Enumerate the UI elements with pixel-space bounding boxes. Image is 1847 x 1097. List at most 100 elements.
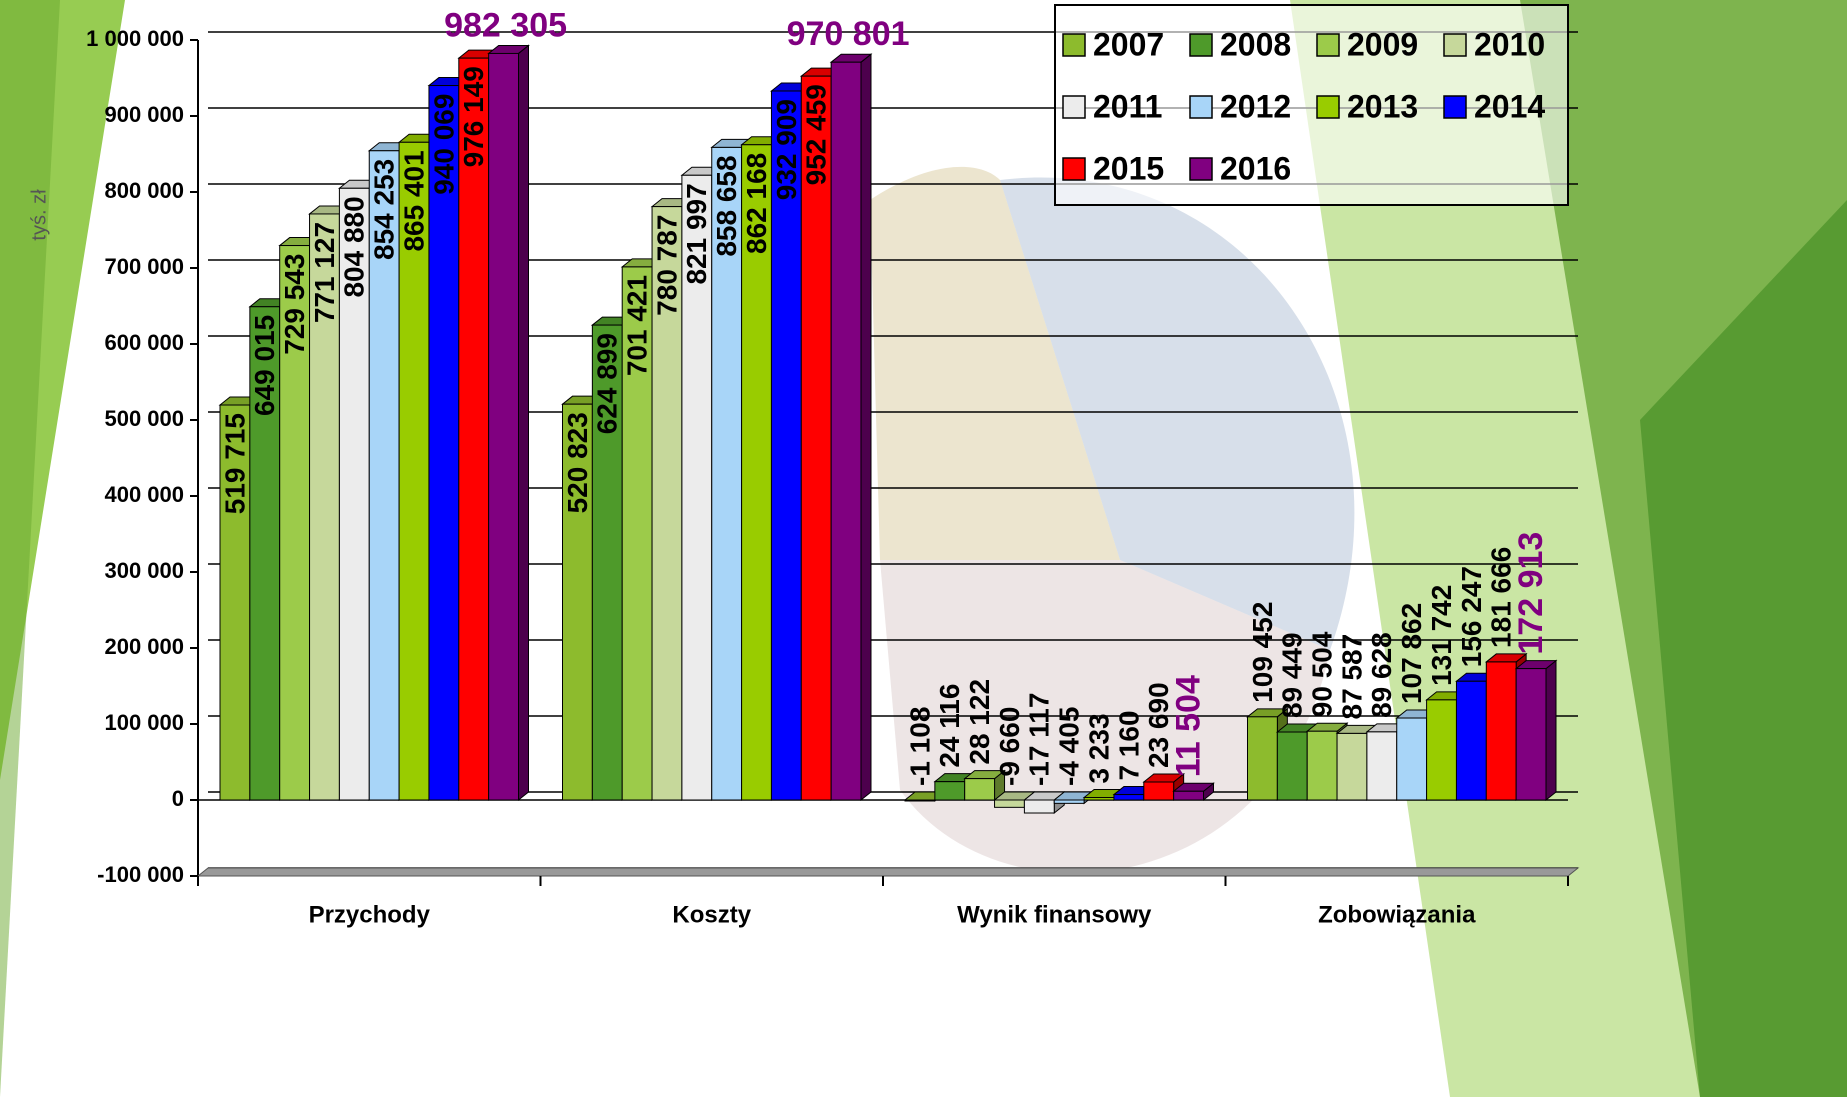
value-label: 89 449 bbox=[1277, 632, 1308, 718]
value-label: 771 127 bbox=[309, 222, 340, 323]
bar bbox=[1427, 700, 1457, 800]
legend-swatch bbox=[1063, 34, 1085, 56]
legend-label: 2009 bbox=[1347, 26, 1418, 62]
bar bbox=[905, 800, 935, 801]
chart: tyś. zł -100 000 0 100 000 200 000 300 000 40… bbox=[0, 0, 1847, 1097]
value-label: 982 305 bbox=[444, 6, 567, 44]
value-label: 87 587 bbox=[1336, 634, 1367, 720]
value-label: 90 504 bbox=[1307, 631, 1338, 717]
value-label: -9 660 bbox=[994, 707, 1025, 786]
bar bbox=[1084, 798, 1114, 800]
y-tick-label: 800 000 bbox=[104, 178, 184, 203]
bar bbox=[1174, 791, 1204, 800]
bar bbox=[1114, 795, 1144, 800]
y-tick-label: 900 000 bbox=[104, 102, 184, 127]
legend-swatch bbox=[1317, 96, 1339, 118]
y-tick-label: 500 000 bbox=[104, 406, 184, 431]
y-tick-label: 300 000 bbox=[104, 558, 184, 583]
bar bbox=[1337, 733, 1367, 800]
value-label: 156 247 bbox=[1456, 566, 1487, 667]
legend-swatch bbox=[1063, 96, 1085, 118]
legend-label: 2014 bbox=[1474, 88, 1545, 124]
legend-label: 2016 bbox=[1220, 150, 1291, 186]
legend-label: 2007 bbox=[1093, 26, 1164, 62]
x-tick-label: Przychody bbox=[309, 901, 431, 928]
y-axis-title: tyś. zł bbox=[28, 189, 50, 241]
value-label: 854 253 bbox=[369, 159, 400, 260]
bar-side bbox=[519, 45, 529, 800]
legend-label: 2011 bbox=[1093, 88, 1162, 124]
bar bbox=[1054, 800, 1084, 803]
y-tick-label: 700 000 bbox=[104, 254, 184, 279]
value-label: 520 823 bbox=[562, 412, 593, 513]
y-tick-label: -100 000 bbox=[97, 862, 184, 887]
value-label: 7 160 bbox=[1113, 710, 1144, 780]
value-label: 729 543 bbox=[279, 254, 310, 355]
bar bbox=[831, 62, 861, 800]
bar bbox=[935, 782, 965, 800]
legend-label: 2015 bbox=[1093, 150, 1164, 186]
bar bbox=[1277, 732, 1307, 800]
y-tick-label: 0 bbox=[172, 786, 184, 811]
floor bbox=[198, 868, 1578, 876]
value-label: -1 108 bbox=[904, 707, 935, 786]
legend-swatch bbox=[1317, 34, 1339, 56]
value-label: 701 421 bbox=[622, 275, 653, 376]
x-tick-label: Koszty bbox=[672, 901, 751, 928]
legend-label: 2010 bbox=[1474, 26, 1545, 62]
y-tick-label: 1 000 000 bbox=[86, 26, 184, 51]
legend-swatch bbox=[1190, 158, 1212, 180]
x-tick-label: Wynik finansowy bbox=[957, 901, 1152, 928]
value-label: 24 116 bbox=[934, 684, 965, 768]
value-label: 89 628 bbox=[1366, 632, 1397, 718]
bar bbox=[1456, 681, 1486, 800]
legend-swatch bbox=[1444, 34, 1466, 56]
value-label: 821 997 bbox=[681, 183, 712, 284]
value-label: 780 787 bbox=[651, 215, 682, 316]
value-label: 940 069 bbox=[428, 94, 459, 195]
value-label: -4 405 bbox=[1054, 707, 1085, 786]
bar bbox=[1486, 662, 1516, 800]
value-label: 970 801 bbox=[787, 15, 910, 53]
legend-label: 2013 bbox=[1347, 88, 1418, 124]
value-label: 865 401 bbox=[398, 150, 429, 251]
value-label: 858 658 bbox=[711, 155, 742, 256]
value-label: 862 168 bbox=[741, 153, 772, 254]
y-tick-label: 200 000 bbox=[104, 634, 184, 659]
bar bbox=[1516, 669, 1546, 800]
bar bbox=[965, 779, 995, 800]
value-label: 107 862 bbox=[1396, 603, 1427, 704]
value-label: 624 899 bbox=[592, 333, 623, 434]
bar bbox=[459, 58, 489, 800]
x-tick-label: Zobowiązania bbox=[1318, 901, 1476, 928]
y-tick-label: 400 000 bbox=[104, 482, 184, 507]
legend-swatch bbox=[1190, 96, 1212, 118]
value-label: 976 149 bbox=[458, 66, 489, 167]
value-label: 649 015 bbox=[249, 315, 280, 416]
value-label: 3 233 bbox=[1083, 713, 1114, 783]
bar bbox=[1397, 718, 1427, 800]
value-label: 172 913 bbox=[1512, 532, 1550, 655]
bar bbox=[1307, 731, 1337, 800]
value-label: 109 452 bbox=[1247, 602, 1278, 703]
value-label: 952 459 bbox=[801, 84, 832, 185]
bar bbox=[1024, 800, 1054, 813]
legend-swatch bbox=[1063, 158, 1085, 180]
value-label: 131 742 bbox=[1426, 585, 1457, 686]
y-tick-label: 100 000 bbox=[104, 710, 184, 735]
legend-swatch bbox=[1190, 34, 1212, 56]
legend-swatch bbox=[1444, 96, 1466, 118]
legend-label: 2008 bbox=[1220, 26, 1291, 62]
value-label: -17 117 bbox=[1024, 693, 1055, 786]
legend-label: 2012 bbox=[1220, 88, 1291, 124]
value-label: 804 880 bbox=[339, 196, 370, 297]
bar bbox=[995, 800, 1025, 807]
value-label: 11 504 bbox=[1170, 675, 1208, 777]
value-label: 519 715 bbox=[219, 413, 250, 514]
bar bbox=[1367, 732, 1397, 800]
y-tick-label: 600 000 bbox=[104, 330, 184, 355]
bar-side bbox=[861, 54, 871, 800]
bar bbox=[1248, 717, 1278, 800]
bar-side bbox=[1546, 661, 1556, 800]
bar bbox=[489, 53, 519, 800]
